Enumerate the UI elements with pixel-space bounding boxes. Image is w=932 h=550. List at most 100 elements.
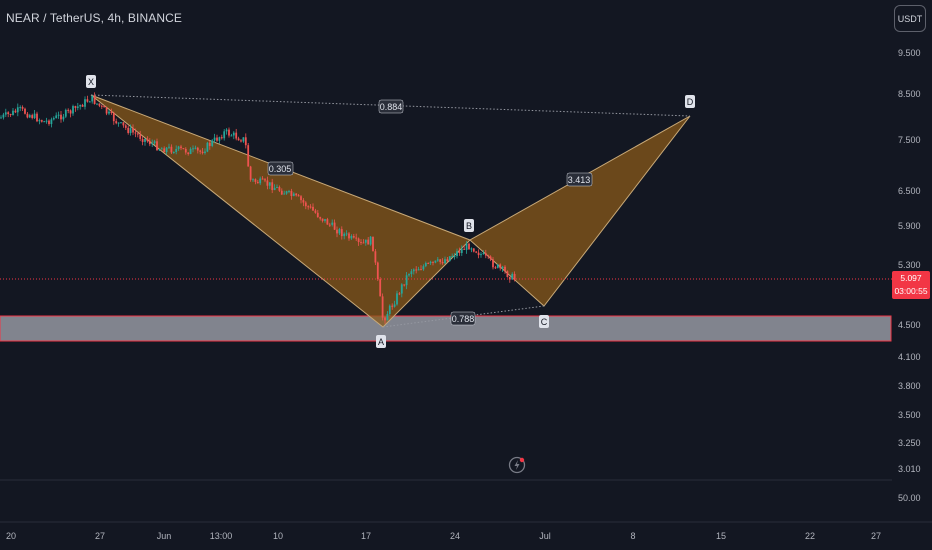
ratio-label-xab: 0.305: [267, 161, 294, 176]
candle-body: [429, 261, 432, 264]
candle-body: [26, 113, 29, 118]
point-label-x[interactable]: X: [86, 75, 96, 88]
candle-body: [225, 129, 228, 132]
candle-body: [136, 133, 139, 135]
candle-body: [292, 193, 295, 196]
candle-body: [36, 113, 38, 122]
candle-body: [146, 138, 149, 142]
candle-body: [424, 262, 427, 267]
candle-body: [384, 317, 386, 321]
point-label-d[interactable]: D: [685, 95, 695, 108]
candle-body: [110, 111, 113, 114]
candle-body: [192, 148, 194, 150]
candle-body: [216, 137, 218, 141]
candle-body: [151, 143, 154, 145]
candle-body: [357, 238, 360, 243]
point-label-c[interactable]: C: [539, 315, 549, 328]
candle-body: [278, 186, 281, 191]
candle-body: [211, 140, 214, 146]
candle-body: [28, 115, 31, 118]
harmonic-triangle-bcd[interactable]: [469, 115, 691, 307]
candle-body: [331, 222, 334, 225]
candle-body: [129, 128, 132, 133]
candle-body: [410, 271, 413, 275]
candle-body: [132, 128, 134, 133]
candle-body: [12, 110, 14, 116]
price-tick: 9.500: [898, 48, 921, 58]
harmonic-triangle-xab[interactable]: [90, 94, 471, 328]
candle-body: [441, 261, 444, 264]
candle-body: [40, 120, 43, 122]
candle-body: [398, 293, 401, 295]
candle-body: [31, 115, 34, 119]
candle-body: [220, 137, 223, 139]
candle-body: [160, 148, 163, 150]
price-tick: 3.800: [898, 381, 921, 391]
candle-body: [338, 229, 341, 234]
lightning-bolt-icon[interactable]: [508, 456, 526, 474]
price-tick: 5.900: [898, 221, 921, 231]
bar-countdown: 03:00:55: [894, 286, 928, 296]
candle-body: [506, 271, 509, 278]
ratio-label-abc: 0.788: [450, 311, 476, 326]
candle-body: [415, 269, 418, 271]
price-tick: 8.500: [898, 89, 921, 99]
candle-body: [494, 267, 497, 269]
candle-body: [24, 108, 26, 114]
candle-body: [81, 104, 84, 107]
candle-body: [141, 138, 144, 142]
candle-body: [84, 99, 86, 107]
candle-body: [470, 248, 473, 250]
candle-body: [182, 148, 185, 150]
candle-body: [316, 212, 319, 218]
candle-body: [172, 152, 175, 154]
candle-body: [271, 182, 274, 191]
candle-body: [16, 107, 19, 113]
candle-body: [199, 150, 202, 152]
candle-body: [259, 178, 262, 184]
price-axis[interactable]: 9.500 8.500 7.500 6.500 5.900 5.300 4.50…: [898, 48, 921, 503]
time-axis[interactable]: 20 27 Jun 13:00 10 17 24 Jul 8 15 22 27: [6, 531, 881, 541]
candle-body: [144, 138, 146, 142]
candle-body: [232, 132, 235, 136]
candle-body: [266, 180, 269, 186]
candle-body: [451, 256, 454, 258]
price-tick: 3.500: [898, 410, 921, 420]
candle-body: [122, 122, 125, 126]
candle-body: [446, 259, 449, 262]
currency-button[interactable]: USDT: [894, 5, 926, 32]
candle-body: [468, 243, 470, 250]
point-label-b[interactable]: B: [464, 219, 474, 232]
candle-body: [57, 114, 60, 116]
candle-body: [52, 118, 55, 120]
candle-body: [391, 305, 394, 307]
candle-body: [213, 137, 216, 141]
price-tick: 4.100: [898, 352, 921, 362]
candle-body: [288, 190, 290, 192]
support-zone[interactable]: [0, 315, 892, 342]
candle-body: [72, 106, 74, 114]
candle-body: [420, 269, 422, 271]
candle-body: [302, 200, 305, 203]
candle-body: [489, 256, 492, 260]
point-label-a[interactable]: A: [376, 335, 386, 348]
price-tick: 6.500: [898, 186, 921, 196]
candle-body: [456, 251, 458, 257]
candle-body: [60, 114, 62, 120]
candle-body: [249, 166, 252, 180]
candle-body: [508, 277, 511, 280]
symbol-title[interactable]: NEAR / TetherUS, 4h, BINANCE: [6, 11, 182, 25]
candle-body: [76, 106, 79, 108]
candle-body: [319, 217, 322, 219]
candle-body: [108, 111, 110, 114]
candle-body: [64, 109, 67, 117]
candle-body: [2, 114, 5, 118]
candle-body: [300, 196, 302, 201]
candle-body: [487, 255, 490, 257]
candle-body: [472, 248, 475, 252]
candle-body: [360, 242, 362, 244]
candle-body: [163, 148, 166, 153]
candle-body: [201, 151, 204, 154]
candle-body: [280, 190, 283, 195]
